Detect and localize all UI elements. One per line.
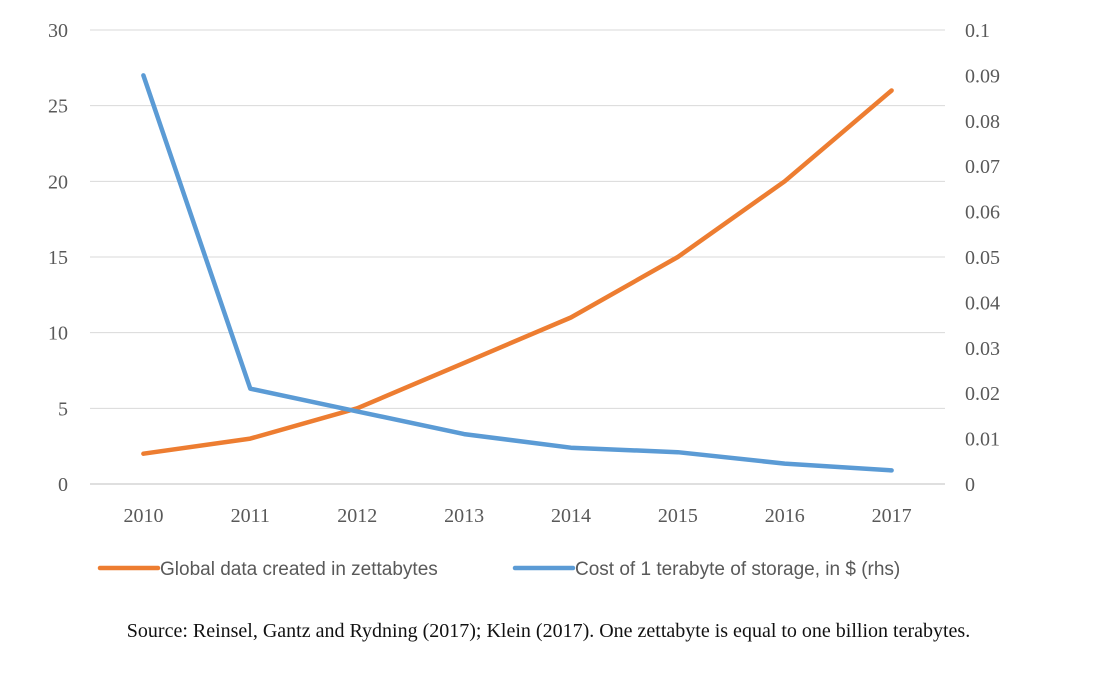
series-line-storage-cost xyxy=(141,73,894,473)
source-note: Source: Reinsel, Gantz and Rydning (2017… xyxy=(126,620,971,642)
right-tick-label: 0.09 xyxy=(965,65,1000,87)
x-tick-label: 2010 xyxy=(123,505,163,527)
legend-label: Cost of 1 terabyte of storage, in $ (rhs… xyxy=(575,559,900,580)
gridlines xyxy=(90,29,945,485)
left-tick-label: 0 xyxy=(58,474,68,496)
right-tick-label: 0.03 xyxy=(965,338,1000,360)
left-tick-label: 20 xyxy=(48,171,68,193)
left-tick-label: 30 xyxy=(48,20,68,42)
left-tick-label: 15 xyxy=(48,247,68,269)
left-tick-label: 5 xyxy=(58,398,68,420)
legend: Global data created in zettabytes Cost of… xyxy=(97,559,900,580)
right-tick-label: 0.02 xyxy=(965,383,1000,405)
right-tick-label: 0.07 xyxy=(965,156,1000,178)
right-tick-label: 0.05 xyxy=(965,247,1000,269)
left-tick-label: 10 xyxy=(48,323,68,345)
x-tick-label: 2012 xyxy=(337,505,377,527)
right-tick-label: 0 xyxy=(965,474,975,496)
x-tick-label: 2015 xyxy=(658,505,698,527)
right-tick-label: 0.1 xyxy=(965,20,990,42)
x-tick-label: 2017 xyxy=(872,505,912,527)
right-tick-label: 0.08 xyxy=(965,111,1000,133)
line-chart: 0 5 10 15 20 25 30 0 0.01 0.02 0.03 0.04 0.05 0.06 0.… xyxy=(48,20,1000,580)
x-tick-label: 2014 xyxy=(551,505,591,527)
left-axis-ticks: 0 5 10 15 20 25 30 xyxy=(48,20,68,496)
left-tick-label: 25 xyxy=(48,96,68,118)
right-tick-label: 0.04 xyxy=(965,292,1000,314)
series-lines xyxy=(141,73,894,473)
x-tick-label: 2016 xyxy=(765,505,805,527)
right-tick-label: 0.06 xyxy=(965,202,1000,224)
x-axis-ticks: 2010 2011 2012 2013 2014 2015 2016 2017 xyxy=(123,505,911,527)
right-axis-ticks: 0 0.01 0.02 0.03 0.04 0.05 0.06 0.07 0.08 0.09 0.1 xyxy=(965,20,1000,496)
right-tick-label: 0.01 xyxy=(965,429,1000,451)
x-tick-label: 2011 xyxy=(231,505,270,527)
legend-label: Global data created in zettabytes xyxy=(160,559,438,580)
series-line-global-data xyxy=(141,88,894,456)
x-tick-label: 2013 xyxy=(444,505,484,527)
